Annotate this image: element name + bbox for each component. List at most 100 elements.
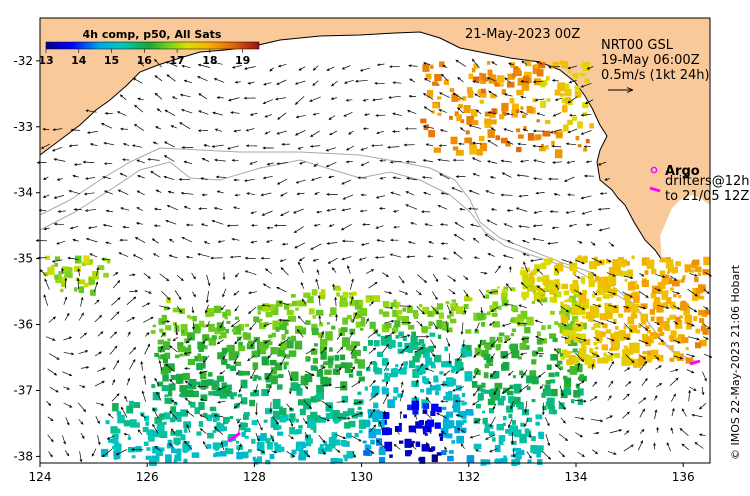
sst-pixel bbox=[282, 353, 287, 358]
current-vector bbox=[405, 191, 415, 196]
current-vector bbox=[593, 319, 605, 325]
sst-pixel bbox=[431, 446, 436, 451]
sst-pixel bbox=[510, 343, 518, 352]
sst-pixel bbox=[278, 446, 285, 452]
sst-pixel bbox=[295, 429, 302, 434]
current-vector bbox=[166, 204, 178, 211]
sst-pixel bbox=[572, 267, 578, 272]
current-vector bbox=[276, 79, 287, 85]
sst-pixel bbox=[666, 317, 671, 322]
sst-pixel bbox=[346, 314, 352, 320]
current-vector bbox=[250, 211, 257, 215]
current-vector bbox=[442, 64, 448, 69]
current-vector bbox=[299, 161, 306, 165]
current-vector bbox=[485, 190, 495, 195]
sst-pixel bbox=[474, 368, 479, 373]
sst-pixel bbox=[427, 310, 435, 317]
sst-pixel bbox=[434, 354, 442, 363]
sst-pixel bbox=[524, 327, 531, 334]
current-vector bbox=[85, 237, 98, 243]
sst-pixel bbox=[536, 295, 540, 300]
current-vector bbox=[48, 316, 57, 323]
sst-pixel bbox=[166, 443, 173, 449]
sst-pixel bbox=[208, 337, 217, 346]
sst-pixel bbox=[113, 443, 122, 451]
sst-pixel bbox=[425, 73, 432, 80]
current-vector bbox=[459, 127, 466, 132]
sst-pixel bbox=[357, 406, 362, 410]
sst-pixel bbox=[223, 416, 230, 423]
sst-pixel bbox=[151, 455, 160, 462]
current-vector bbox=[226, 224, 239, 228]
sst-pixel bbox=[571, 73, 576, 77]
sst-pixel bbox=[152, 446, 159, 454]
sst-pixel bbox=[563, 307, 568, 311]
current-vector bbox=[43, 227, 50, 231]
sst-pixel bbox=[578, 308, 586, 315]
current-vector bbox=[607, 395, 612, 401]
sst-pixel bbox=[681, 337, 689, 344]
sst-pixel bbox=[315, 309, 324, 316]
sst-pixel bbox=[471, 67, 476, 73]
current-vector bbox=[199, 414, 209, 420]
sst-pixel bbox=[411, 344, 419, 350]
current-vector bbox=[536, 299, 543, 306]
sst-pixel bbox=[503, 296, 507, 300]
sst-pixel bbox=[680, 279, 685, 283]
current-vector bbox=[211, 144, 224, 148]
sst-pixel bbox=[702, 269, 710, 276]
current-vector bbox=[568, 223, 577, 228]
current-vector bbox=[438, 109, 447, 113]
current-vector bbox=[379, 176, 386, 180]
sst-pixel bbox=[537, 347, 543, 352]
sst-pixel bbox=[334, 419, 339, 424]
sst-pixel bbox=[535, 414, 543, 420]
argo-label: Argo bbox=[665, 164, 700, 179]
current-vector bbox=[382, 393, 389, 405]
current-vector bbox=[244, 270, 257, 275]
sst-pixel bbox=[219, 451, 227, 457]
current-vector bbox=[408, 64, 418, 68]
sst-pixel bbox=[192, 315, 197, 322]
current-vector bbox=[185, 337, 192, 344]
current-vector bbox=[112, 272, 119, 276]
sst-pixel bbox=[307, 296, 314, 304]
sst-pixel bbox=[434, 74, 442, 82]
sst-pixel bbox=[258, 376, 262, 381]
sst-pixel bbox=[594, 312, 598, 315]
sst-pixel bbox=[331, 432, 338, 439]
sst-pixel bbox=[526, 316, 534, 326]
sst-pixel bbox=[602, 323, 608, 329]
sst-pixel bbox=[605, 284, 610, 288]
current-vector bbox=[500, 193, 513, 197]
current-vector bbox=[436, 412, 448, 419]
current-vector bbox=[438, 144, 447, 148]
current-vector bbox=[220, 441, 225, 451]
current-vector bbox=[468, 207, 479, 211]
current-vector bbox=[362, 98, 369, 102]
sst-pixel bbox=[281, 334, 286, 339]
sst-pixel bbox=[567, 369, 572, 373]
current-vector bbox=[172, 336, 179, 342]
sst-pixel bbox=[301, 450, 309, 457]
current-vector bbox=[359, 67, 371, 72]
sst-pixel bbox=[55, 256, 61, 262]
sst-pixel bbox=[346, 346, 351, 351]
sst-pixel bbox=[569, 262, 578, 272]
sst-pixel bbox=[512, 447, 516, 452]
sst-pixel bbox=[362, 440, 367, 444]
sst-pixel bbox=[430, 410, 436, 416]
current-vector bbox=[535, 335, 545, 341]
sst-pixel bbox=[270, 375, 278, 385]
sst-pixel bbox=[325, 444, 333, 452]
sst-pixel bbox=[416, 342, 421, 346]
sst-pixel bbox=[405, 450, 411, 457]
current-vector bbox=[266, 226, 274, 230]
sst-pixel bbox=[532, 350, 538, 357]
sst-pixel bbox=[507, 73, 515, 80]
current-vector bbox=[463, 307, 467, 314]
sst-pixel bbox=[312, 315, 316, 319]
current-vector bbox=[342, 194, 354, 200]
current-vector bbox=[487, 253, 495, 257]
current-vector bbox=[56, 240, 66, 245]
